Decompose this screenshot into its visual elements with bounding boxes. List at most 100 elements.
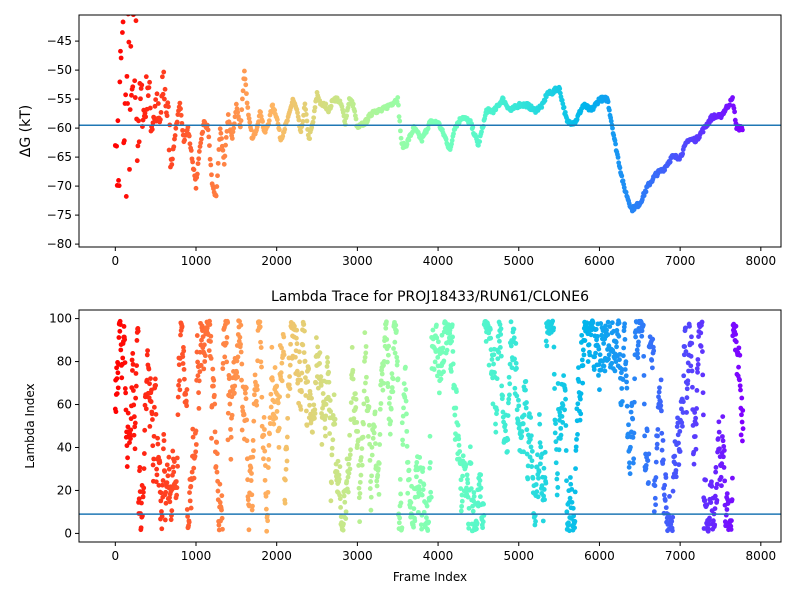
lambda-point bbox=[511, 326, 517, 332]
lambda-point bbox=[536, 469, 542, 475]
lambda-point bbox=[718, 474, 724, 480]
lambda-point bbox=[224, 359, 230, 365]
lambda-point bbox=[567, 528, 572, 534]
lambda-point bbox=[324, 355, 330, 360]
lambda-point bbox=[213, 464, 219, 469]
lambda-point bbox=[392, 339, 398, 345]
lambda-point bbox=[273, 415, 279, 421]
lambda-point bbox=[520, 421, 526, 427]
lambda-point bbox=[196, 378, 202, 384]
lambda-point bbox=[261, 414, 267, 420]
lambda-point bbox=[695, 362, 701, 367]
lambda-axes: Lambda Trace for PROJ18433/RUN61/CLONE6 … bbox=[23, 289, 782, 584]
dg-point bbox=[557, 86, 563, 92]
dg-point bbox=[194, 171, 200, 177]
lambda-point bbox=[157, 460, 163, 465]
lambda-point bbox=[528, 415, 534, 420]
lambda-point bbox=[662, 498, 668, 503]
lambda-point bbox=[722, 478, 728, 484]
lambda-point bbox=[434, 335, 440, 341]
lambda-point bbox=[356, 495, 362, 501]
lambda-point bbox=[193, 442, 199, 447]
dg-point bbox=[352, 108, 358, 114]
lambda-point bbox=[574, 436, 579, 442]
dg-point bbox=[667, 159, 673, 165]
lambda-point bbox=[586, 342, 592, 348]
lambda-point bbox=[681, 373, 687, 379]
lambda-point bbox=[394, 362, 400, 368]
lambda-point bbox=[162, 517, 168, 523]
lambda-point bbox=[488, 335, 494, 341]
lambda-point bbox=[644, 428, 650, 434]
lambda-point bbox=[575, 431, 580, 437]
lambda-point bbox=[184, 403, 190, 409]
dg-point bbox=[233, 101, 239, 107]
lambda-point bbox=[179, 324, 185, 329]
lambda-point bbox=[535, 494, 541, 500]
ax2-x-tick-label: 6000 bbox=[584, 549, 615, 563]
lambda-point bbox=[552, 386, 557, 391]
lambda-point bbox=[262, 448, 268, 454]
lambda-point bbox=[377, 442, 383, 447]
lambda-point bbox=[635, 355, 641, 361]
lambda-point bbox=[630, 435, 636, 440]
lambda-point bbox=[119, 375, 125, 381]
dg-point bbox=[617, 165, 623, 171]
lambda-point bbox=[497, 345, 503, 350]
lambda-point bbox=[267, 431, 272, 437]
lambda-point bbox=[329, 480, 334, 486]
dg-point bbox=[115, 118, 121, 124]
lambda-point bbox=[617, 357, 622, 363]
lambda-point bbox=[195, 359, 201, 365]
lambda-point bbox=[553, 421, 558, 426]
lambda-point bbox=[287, 374, 292, 379]
dg-point bbox=[198, 136, 204, 142]
lambda-point bbox=[477, 494, 483, 500]
lambda-point bbox=[238, 322, 244, 328]
lambda-point bbox=[358, 455, 364, 460]
lambda-point bbox=[614, 344, 619, 350]
lambda-point bbox=[452, 412, 458, 418]
lambda-point bbox=[235, 354, 241, 360]
lambda-point bbox=[220, 366, 226, 372]
lambda-point bbox=[737, 352, 743, 358]
lambda-point bbox=[715, 436, 721, 442]
lambda-point bbox=[323, 401, 329, 407]
dg-point bbox=[178, 112, 184, 118]
lambda-point bbox=[242, 390, 248, 396]
lambda-point bbox=[563, 423, 569, 428]
lambda-point bbox=[254, 402, 260, 408]
lambda-point bbox=[555, 485, 561, 490]
lambda-point bbox=[199, 323, 205, 329]
lambda-point bbox=[243, 396, 249, 402]
dg-point bbox=[242, 68, 247, 74]
lambda-point bbox=[152, 376, 158, 382]
lambda-point bbox=[340, 527, 346, 533]
lambda-point bbox=[184, 387, 190, 392]
lambda-point bbox=[170, 448, 176, 454]
lambda-point bbox=[660, 457, 666, 463]
lambda-point bbox=[148, 376, 153, 382]
lambda-point bbox=[288, 341, 293, 347]
lambda-point bbox=[542, 449, 548, 455]
lambda-point bbox=[163, 500, 169, 506]
lambda-point bbox=[353, 391, 358, 397]
lambda-point bbox=[336, 472, 342, 478]
lambda-point bbox=[519, 433, 525, 439]
dg-point bbox=[114, 8, 119, 13]
lambda-point bbox=[514, 365, 519, 371]
lambda-point bbox=[537, 412, 542, 417]
lambda-point bbox=[214, 469, 220, 475]
lambda-point bbox=[312, 415, 317, 421]
lambda-point bbox=[528, 444, 534, 450]
lambda-point bbox=[572, 525, 577, 531]
lambda-point bbox=[216, 522, 222, 528]
lambda-point bbox=[591, 367, 597, 372]
dg-point bbox=[395, 102, 401, 108]
lambda-point bbox=[284, 458, 290, 464]
lambda-point bbox=[550, 318, 556, 324]
ax1-y-tick-label: −65 bbox=[47, 150, 72, 164]
lambda-point bbox=[630, 460, 636, 466]
dg-point bbox=[138, 96, 143, 102]
